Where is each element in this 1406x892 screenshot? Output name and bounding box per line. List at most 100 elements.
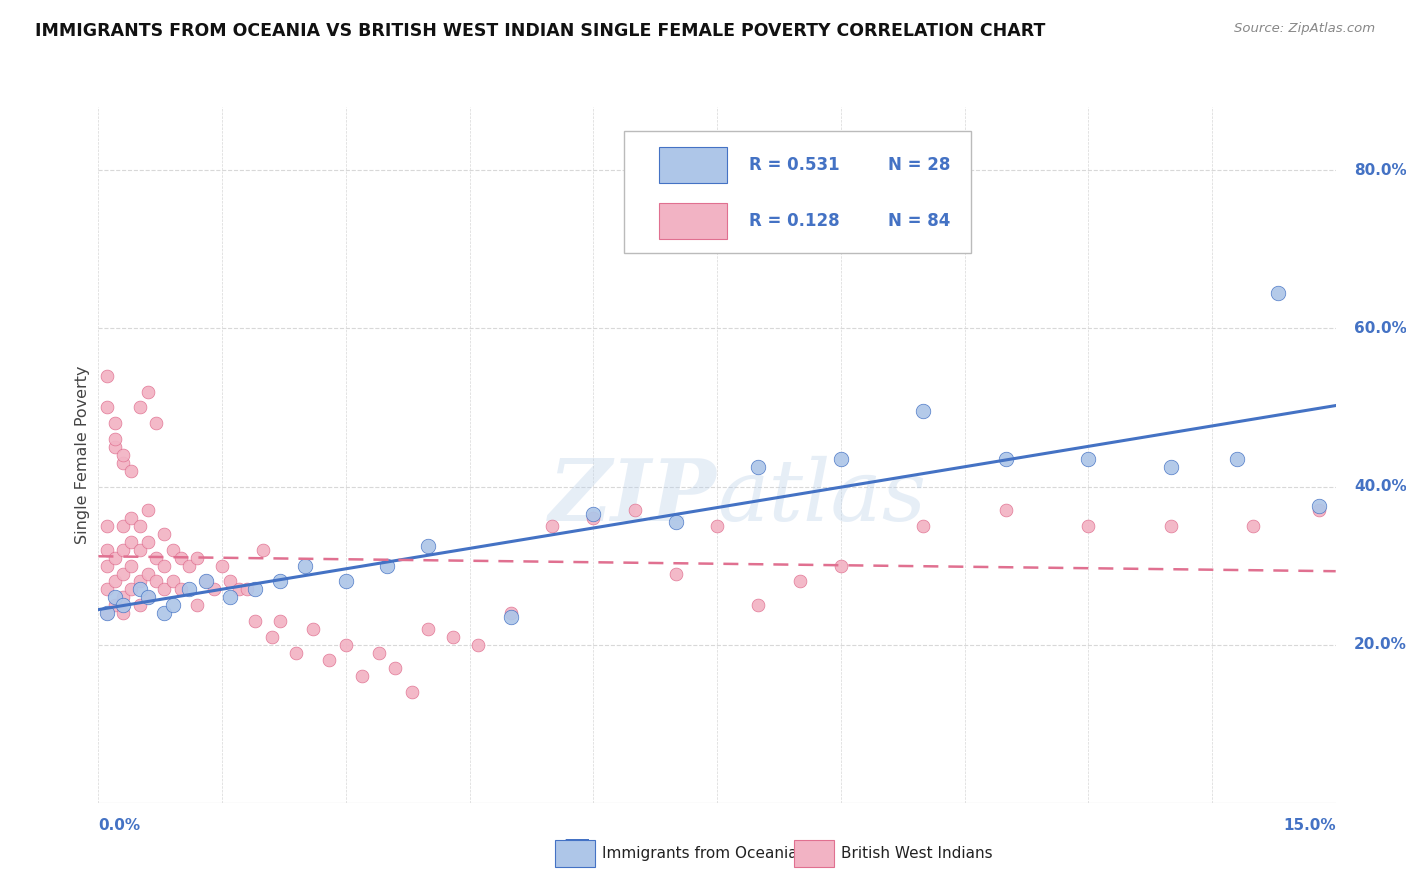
Point — [145, 417, 167, 431]
Point — [1241, 519, 1264, 533]
Point — [186, 598, 208, 612]
Point — [128, 598, 150, 612]
Point — [318, 653, 340, 667]
Text: N = 28: N = 28 — [887, 156, 950, 174]
Point — [302, 622, 325, 636]
Point — [219, 591, 242, 605]
Point — [499, 610, 522, 624]
Text: 0.0%: 0.0% — [98, 818, 141, 832]
Text: 60.0%: 60.0% — [1354, 321, 1406, 336]
Text: ZIP: ZIP — [550, 455, 717, 539]
Point — [128, 542, 150, 557]
Point — [120, 558, 142, 573]
Text: R = 0.531: R = 0.531 — [749, 156, 839, 174]
Point — [96, 519, 118, 533]
Point — [211, 558, 233, 573]
Point — [136, 591, 159, 605]
Text: 15.0%: 15.0% — [1284, 818, 1336, 832]
Point — [623, 503, 645, 517]
Point — [243, 614, 266, 628]
Point — [789, 574, 811, 589]
Point — [335, 638, 357, 652]
Point — [541, 519, 564, 533]
Text: 20.0%: 20.0% — [1354, 637, 1406, 652]
Point — [665, 566, 688, 581]
Text: 40.0%: 40.0% — [1354, 479, 1406, 494]
Point — [1077, 519, 1099, 533]
Point — [96, 368, 118, 383]
Text: N = 84: N = 84 — [887, 212, 950, 230]
Point — [112, 566, 135, 581]
Point — [285, 646, 308, 660]
Point — [128, 519, 150, 533]
Point — [145, 550, 167, 565]
Point — [136, 566, 159, 581]
Point — [384, 661, 406, 675]
Point — [179, 558, 201, 573]
FancyBboxPatch shape — [659, 203, 727, 239]
Point — [219, 574, 242, 589]
Point — [112, 519, 135, 533]
Point — [128, 401, 150, 415]
Point — [96, 606, 118, 620]
Text: atlas: atlas — [717, 455, 927, 538]
Point — [252, 542, 274, 557]
Point — [228, 582, 250, 597]
Point — [96, 582, 118, 597]
Point — [112, 591, 135, 605]
Point — [830, 451, 852, 466]
Text: British West Indians: British West Indians — [841, 847, 993, 861]
Text: IMMIGRANTS FROM OCEANIA VS BRITISH WEST INDIAN SINGLE FEMALE POVERTY CORRELATION: IMMIGRANTS FROM OCEANIA VS BRITISH WEST … — [35, 22, 1046, 40]
Point — [236, 582, 259, 597]
Point — [418, 539, 440, 553]
Point — [112, 598, 135, 612]
Point — [136, 591, 159, 605]
Point — [179, 582, 201, 597]
Point — [912, 404, 935, 418]
Point — [367, 646, 389, 660]
Point — [401, 685, 423, 699]
Point — [1226, 451, 1249, 466]
Point — [467, 638, 489, 652]
Point — [120, 534, 142, 549]
Point — [162, 574, 184, 589]
Point — [1267, 285, 1289, 300]
Point — [202, 582, 225, 597]
Point — [170, 550, 193, 565]
Text: □: □ — [562, 835, 591, 863]
Point — [145, 574, 167, 589]
Point — [194, 574, 217, 589]
Point — [112, 456, 135, 470]
Point — [120, 582, 142, 597]
Point — [499, 606, 522, 620]
Text: 80.0%: 80.0% — [1354, 163, 1406, 178]
Point — [104, 598, 127, 612]
Point — [375, 558, 398, 573]
Point — [243, 582, 266, 597]
Point — [582, 507, 605, 521]
Point — [136, 534, 159, 549]
Text: Immigrants from Oceania: Immigrants from Oceania — [602, 847, 797, 861]
Point — [582, 511, 605, 525]
Point — [912, 519, 935, 533]
Point — [96, 558, 118, 573]
Point — [162, 598, 184, 612]
Point — [994, 451, 1017, 466]
FancyBboxPatch shape — [624, 131, 970, 253]
Point — [104, 574, 127, 589]
Point — [104, 432, 127, 446]
Text: Source: ZipAtlas.com: Source: ZipAtlas.com — [1234, 22, 1375, 36]
Point — [1308, 500, 1330, 514]
Point — [96, 606, 118, 620]
Point — [112, 448, 135, 462]
Point — [1077, 451, 1099, 466]
Point — [747, 598, 769, 612]
Point — [153, 606, 176, 620]
Point — [153, 527, 176, 541]
Point — [136, 384, 159, 399]
Point — [120, 464, 142, 478]
Point — [104, 417, 127, 431]
Point — [269, 614, 291, 628]
Point — [186, 550, 208, 565]
Point — [136, 503, 159, 517]
